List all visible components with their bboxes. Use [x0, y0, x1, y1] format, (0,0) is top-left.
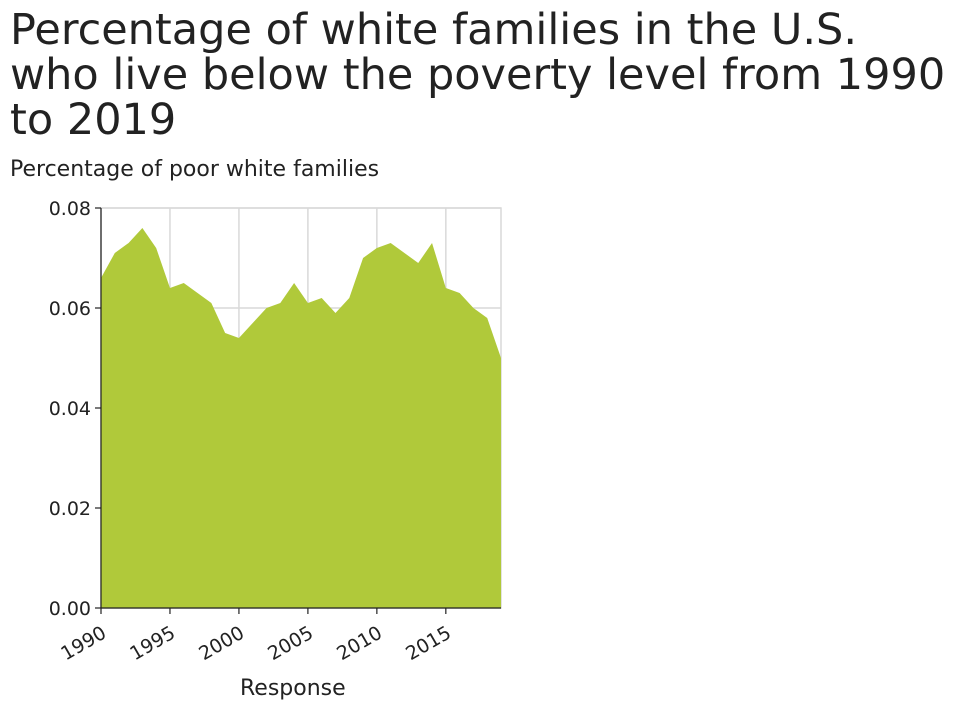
area-series [101, 228, 501, 608]
x-axis-label: Response [240, 676, 346, 701]
chart-title: Percentage of white families in the U.S.… [10, 8, 975, 143]
y-axis-ticks: 0.00 0.02 0.04 0.06 0.08 [49, 198, 101, 620]
x-tick-label: 2010 [333, 622, 386, 665]
x-tick-label: 2015 [402, 622, 455, 665]
chart-title-line: Percentage of white families in the U.S. [10, 5, 857, 55]
x-tick-label: 2000 [195, 622, 248, 665]
y-tick-label: 0.00 [49, 598, 91, 620]
x-tick-label: 2005 [264, 622, 317, 665]
y-axis-label: Percentage of poor white families [10, 157, 380, 182]
y-tick-label: 0.02 [49, 498, 91, 520]
y-tick-label: 0.08 [49, 198, 91, 220]
y-tick-label: 0.06 [49, 298, 91, 320]
chart-title-line: who live below the poverty level from 19… [10, 50, 946, 100]
x-axis-ticks: 1990 1995 2000 2005 2010 2015 [57, 608, 455, 665]
chart-title-line: to 2019 [10, 95, 177, 145]
y-tick-label: 0.04 [49, 398, 91, 420]
x-tick-label: 1990 [57, 622, 110, 665]
x-tick-label: 1995 [126, 622, 179, 665]
